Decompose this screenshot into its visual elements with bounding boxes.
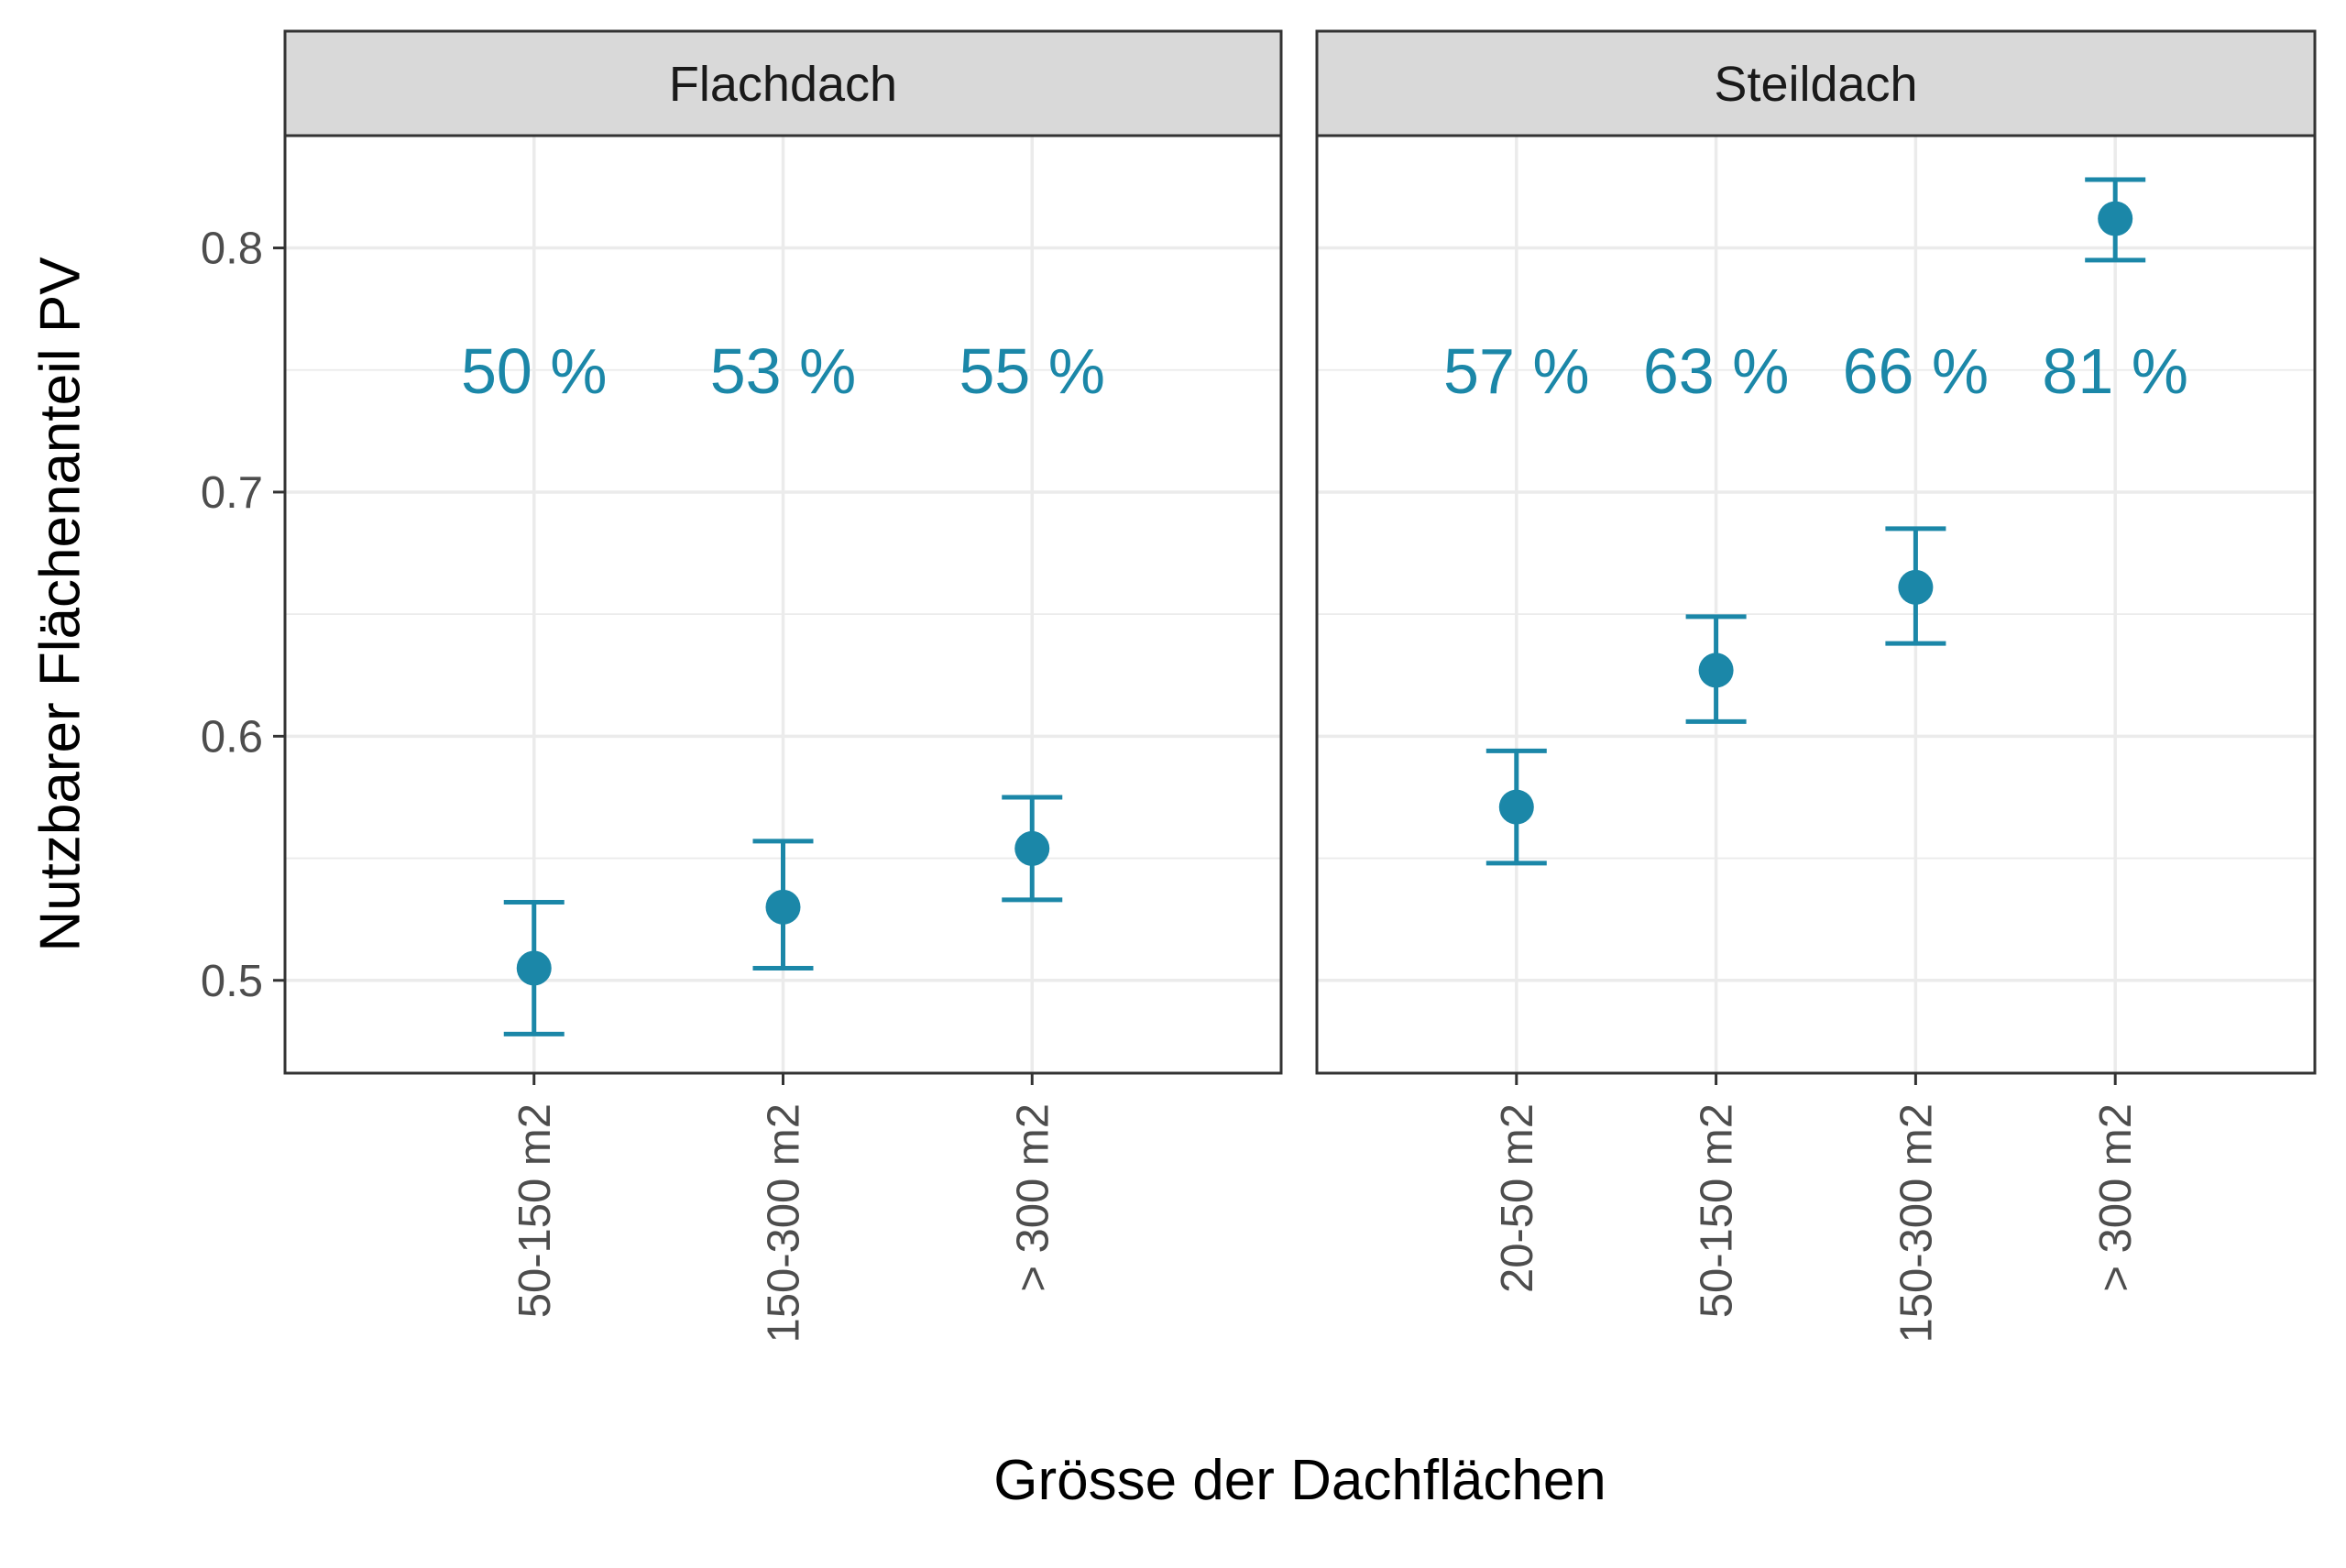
y-tick-label: 0.6 (201, 712, 263, 762)
facet-title: Steildach (1714, 57, 1917, 112)
percent-label: 66 % (1843, 335, 1990, 407)
panel-border (1315, 134, 2317, 1075)
percent-label: 53 % (710, 335, 857, 407)
data-point (516, 950, 552, 986)
y-tick-label: 0.5 (201, 957, 263, 1006)
data-point (1498, 789, 1534, 825)
x-tick-label: 150-300 m2 (1891, 1103, 1941, 1343)
data-point (1698, 652, 1734, 688)
percent-label: 63 % (1643, 335, 1790, 407)
panel-background (1317, 136, 2315, 1073)
y-tick-label: 0.8 (201, 225, 263, 274)
x-tick-label: > 300 m2 (1008, 1103, 1058, 1292)
percent-label: 81 % (2042, 335, 2188, 407)
data-point (1898, 569, 1934, 605)
facet-panel-1: Flachdach 50 % 53 % 55 % 50-150 m2 150-300 m2… (201, 29, 1283, 1343)
x-tick-label: 50-150 m2 (510, 1103, 560, 1318)
percent-label: 55 % (959, 335, 1105, 407)
percent-label: 57 % (1443, 335, 1590, 407)
percent-label: 50 % (461, 335, 608, 407)
x-tick-label: > 300 m2 (2091, 1103, 2141, 1292)
x-axis-title: Grösse der Dachflächen (993, 1449, 1606, 1512)
facet-panel-2: Steildach 57 % 63 % 66 % 81 % 20-50 m2 50-150 … (1315, 29, 2317, 1343)
x-tick-label: 50-150 m2 (1693, 1103, 1742, 1318)
data-point (1014, 830, 1050, 866)
facet-strip (283, 29, 1283, 137)
y-axis-title: Nutzbarer Flächenanteil PV (28, 257, 92, 952)
x-tick-label: 20-50 m2 (1493, 1103, 1542, 1293)
x-tick-label: 150-300 m2 (760, 1103, 809, 1343)
facet-title: Flachdach (669, 57, 897, 112)
y-tick-label: 0.7 (201, 468, 263, 518)
data-point (2098, 201, 2133, 236)
data-point (765, 889, 801, 925)
